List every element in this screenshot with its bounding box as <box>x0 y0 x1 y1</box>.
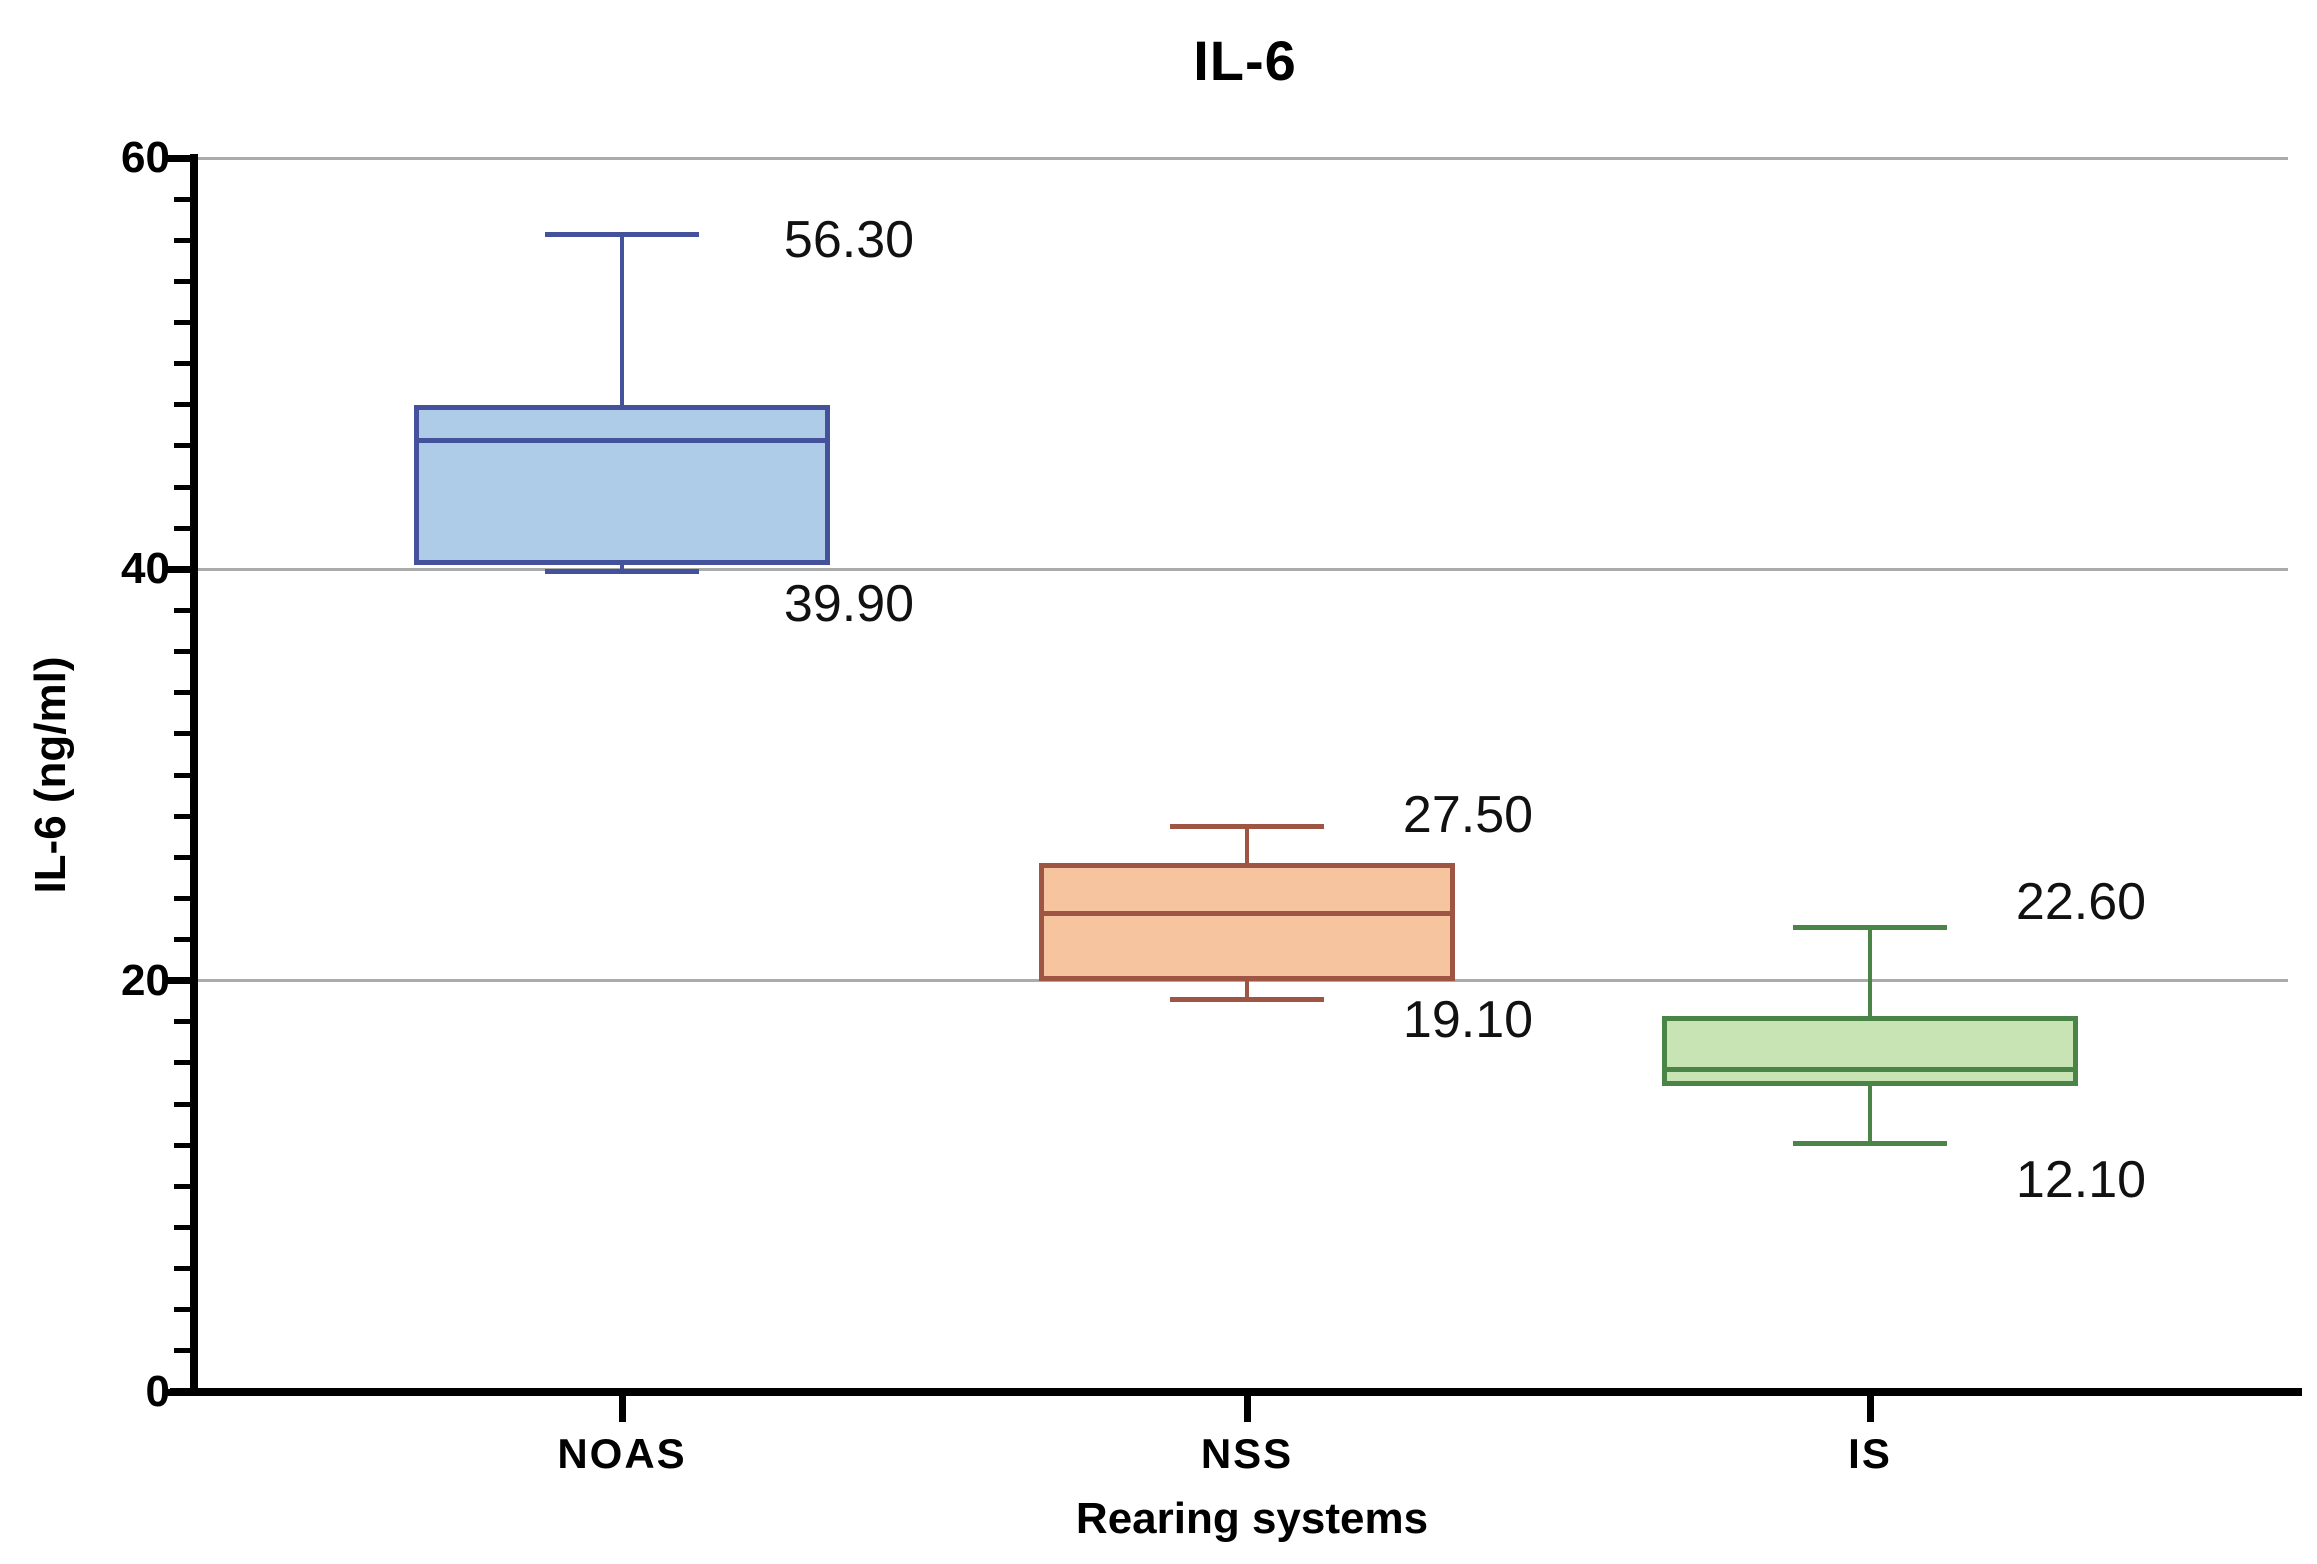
y-minor-tick <box>174 320 190 326</box>
annotation-min: 39.90 <box>783 575 915 633</box>
y-major-tick <box>164 977 190 985</box>
y-minor-tick <box>174 1183 190 1189</box>
x-axis-title: Rearing systems <box>1075 1494 1429 1543</box>
y-minor-tick <box>174 1224 190 1230</box>
whisker-upper <box>1245 826 1249 864</box>
whisker-cap-min <box>1793 1141 1947 1147</box>
y-minor-tick <box>174 1266 190 1272</box>
category-label-noas: NOAS <box>557 1430 687 1477</box>
y-minor-tick <box>174 1101 190 1107</box>
whisker-cap-max <box>545 232 699 238</box>
y-minor-tick <box>174 402 190 408</box>
gridline-60 <box>196 156 2288 160</box>
y-minor-tick <box>174 937 190 943</box>
whisker-lower <box>1245 980 1249 1000</box>
y-minor-tick <box>174 1019 190 1025</box>
y-minor-tick <box>174 854 190 860</box>
y-minor-tick <box>174 1348 190 1354</box>
category-label-nss: NSS <box>1200 1430 1294 1477</box>
median-line <box>1667 1067 2073 1073</box>
median-line <box>1044 910 1450 916</box>
y-minor-tick <box>174 649 190 655</box>
y-tick-label: 40 <box>121 544 170 594</box>
annotation-max: 27.50 <box>1402 786 1534 844</box>
y-tick-label: 60 <box>121 133 170 182</box>
y-minor-tick <box>174 525 190 531</box>
y-minor-tick <box>174 278 190 284</box>
y-major-tick <box>164 1388 190 1396</box>
y-minor-tick <box>174 690 190 696</box>
y-minor-tick <box>174 443 190 449</box>
y-axis-line <box>190 154 198 1396</box>
annotation-min: 19.10 <box>1402 991 1534 1049</box>
y-minor-tick <box>174 361 190 367</box>
annotation-max: 56.30 <box>783 211 915 269</box>
y-minor-tick <box>174 1307 190 1313</box>
annotation-min: 12.10 <box>2015 1151 2147 1209</box>
whisker-cap-min <box>1170 997 1324 1003</box>
y-minor-tick <box>174 237 190 243</box>
whisker-upper <box>620 234 624 405</box>
y-minor-tick <box>174 813 190 819</box>
y-tick-label: 20 <box>121 955 170 1005</box>
box-noas <box>414 404 830 566</box>
whisker-lower <box>1868 1085 1872 1144</box>
y-minor-tick <box>174 772 190 778</box>
y-minor-tick <box>174 196 190 202</box>
x-category-tick <box>1866 1396 1874 1422</box>
y-minor-tick <box>174 895 190 901</box>
x-category-tick <box>618 1396 626 1422</box>
x-category-tick <box>1243 1396 1251 1422</box>
y-tick-label: 0 <box>145 1367 170 1416</box>
box-is <box>1662 1015 2078 1086</box>
gridline-40 <box>196 567 2288 571</box>
whisker-lower <box>620 565 624 572</box>
whisker-cap-max <box>1170 824 1324 830</box>
x-axis-line <box>170 1388 2302 1396</box>
y-major-tick <box>164 154 190 162</box>
y-minor-tick <box>174 1060 190 1066</box>
gridline-20 <box>196 979 2288 983</box>
y-minor-tick <box>174 484 190 490</box>
whisker-cap-max <box>1793 925 1947 931</box>
y-minor-tick <box>174 731 190 737</box>
chart-title: IL-6 <box>1193 29 1297 92</box>
y-major-tick <box>164 565 190 573</box>
y-minor-tick <box>174 607 190 613</box>
category-label-is: IS <box>1848 1430 1892 1477</box>
whisker-cap-min <box>545 569 699 575</box>
median-line <box>419 437 825 443</box>
box-nss <box>1039 863 1455 981</box>
y-minor-tick <box>174 1142 190 1148</box>
whisker-upper <box>1868 927 1872 1016</box>
annotation-max: 22.60 <box>2015 873 2147 931</box>
